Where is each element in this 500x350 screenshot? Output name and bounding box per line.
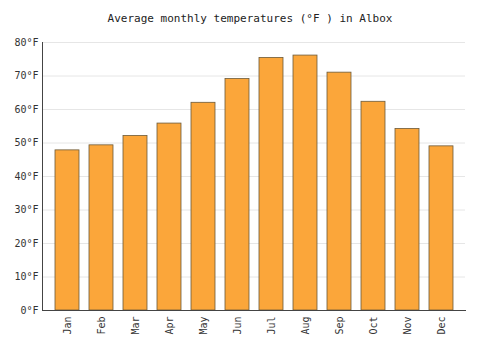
svg-text:Dec: Dec	[436, 317, 447, 335]
svg-text:60°F: 60°F	[14, 104, 38, 115]
svg-text:Mar: Mar	[130, 317, 141, 335]
svg-text:Feb: Feb	[96, 317, 107, 335]
svg-text:Jul: Jul	[266, 317, 277, 335]
svg-text:30°F: 30°F	[14, 204, 38, 215]
svg-text:Aug: Aug	[300, 317, 311, 335]
svg-text:80°F: 80°F	[14, 37, 38, 48]
svg-text:10°F: 10°F	[14, 271, 38, 282]
svg-text:20°F: 20°F	[14, 238, 38, 249]
svg-text:Apr: Apr	[164, 317, 175, 335]
svg-text:0°F: 0°F	[20, 305, 38, 316]
svg-text:50°F: 50°F	[14, 137, 38, 148]
svg-text:70°F: 70°F	[14, 70, 38, 81]
svg-text:Oct: Oct	[368, 317, 379, 335]
svg-text:Jan: Jan	[62, 317, 73, 335]
svg-text:Jun: Jun	[232, 317, 243, 335]
svg-text:May: May	[198, 317, 209, 335]
svg-text:40°F: 40°F	[14, 171, 38, 182]
svg-text:Sep: Sep	[334, 317, 345, 335]
svg-text:Nov: Nov	[402, 317, 413, 335]
html-text:Average monthly temperatures (: Average monthly temperatures (°F ) in Al…	[107, 12, 393, 25]
